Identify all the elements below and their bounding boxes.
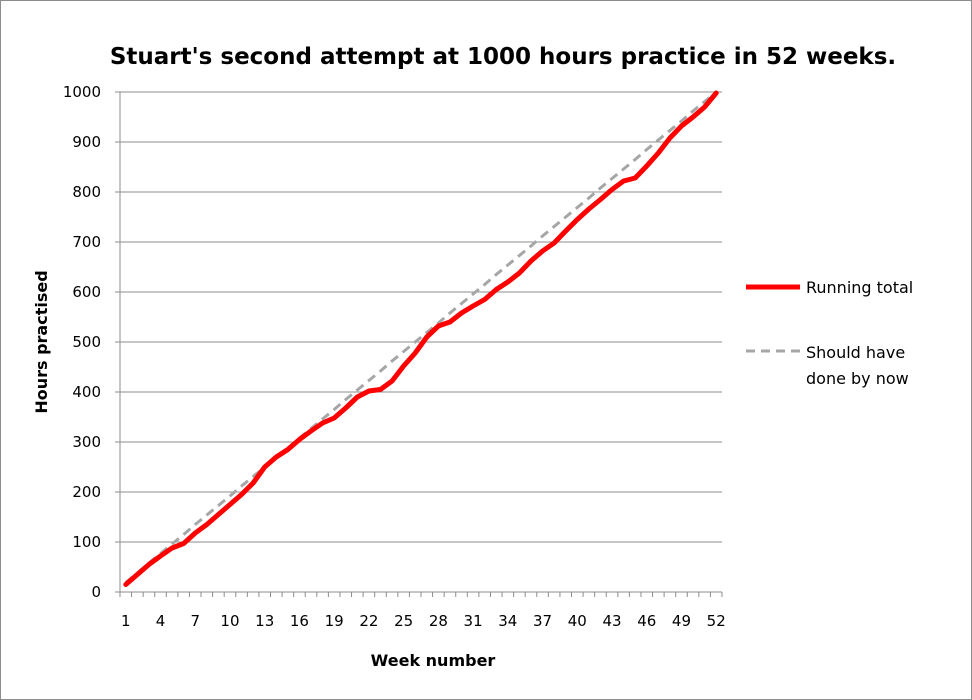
y-tick-label: 900 (72, 133, 101, 151)
x-tick-label: 25 (394, 612, 413, 630)
x-tick-label: 22 (359, 612, 378, 630)
legend-label: Running total (806, 278, 913, 297)
y-tick-label: 600 (72, 283, 101, 301)
y-tick-label: 400 (72, 383, 101, 401)
y-tick-label: 800 (72, 183, 101, 201)
gridlines (120, 91, 722, 543)
x-tick-label: 28 (429, 612, 448, 630)
series-group (123, 90, 719, 587)
y-tick-label: 100 (72, 533, 101, 551)
y-tick-label: 200 (72, 483, 101, 501)
x-tick-label: 7 (190, 612, 200, 630)
y-tick-label: 1000 (63, 83, 101, 101)
legend: Running total Should have done by now (746, 278, 913, 388)
legend-entry: Running total (746, 278, 913, 297)
x-axis-label: Week number (371, 651, 496, 670)
x-tick-label: 49 (672, 612, 691, 630)
y-axis-label: Hours practised (32, 270, 51, 413)
x-tick-label: 37 (533, 612, 552, 630)
legend-entry: Should have done by now (746, 343, 909, 388)
series-line-should-have-done (124, 90, 718, 584)
x-tick-label: 46 (637, 612, 656, 630)
x-tick-label: 16 (290, 612, 309, 630)
x-tick-label: 10 (220, 612, 239, 630)
y-tick-label: 300 (72, 433, 101, 451)
x-tick-label: 31 (464, 612, 483, 630)
x-tick-label: 4 (156, 612, 166, 630)
x-tick-label: 34 (498, 612, 517, 630)
y-axis-ticks: 0 100 200 300 400 500 600 700 800 900 1000 (63, 83, 120, 601)
series-line-running-total (123, 90, 719, 587)
legend-label: done by now (806, 369, 909, 388)
x-tick-label: 1 (121, 612, 131, 630)
x-axis-ticks: 1 4 7 10 13 16 19 22 25 28 31 34 37 40 43 46 49 52 (119, 592, 726, 630)
x-tick-label: 52 (707, 612, 726, 630)
chart-title: Stuart's second attempt at 1000 hours pr… (110, 44, 896, 70)
y-tick-label: 500 (72, 333, 101, 351)
x-tick-label: 13 (255, 612, 274, 630)
x-tick-label: 43 (602, 612, 621, 630)
x-tick-label: 19 (325, 612, 344, 630)
y-tick-label: 0 (91, 583, 101, 601)
x-tick-label: 40 (568, 612, 587, 630)
y-tick-label: 700 (72, 233, 101, 251)
legend-label: Should have (806, 343, 905, 362)
